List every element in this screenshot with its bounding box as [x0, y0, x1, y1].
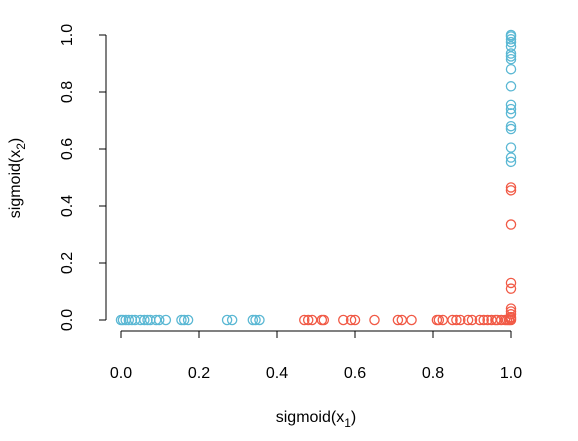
data-point-s1-8: [369, 314, 380, 326]
data-point-s1-6: [345, 314, 357, 326]
data-point-s1-40: [505, 182, 517, 193]
data-point-s1-18: [462, 314, 474, 326]
data-point-s1-20: [474, 314, 486, 326]
data-point-s1-34: [505, 306, 517, 317]
data-point-s1-36: [505, 283, 517, 294]
y-tick-label-3: 0.6: [59, 138, 76, 160]
data-point-s0-33: [505, 108, 517, 119]
data-point-s0-3: [123, 314, 135, 326]
x-tick-label-3: 0.6: [344, 365, 366, 382]
x-axis-label: sigmoid(x1): [276, 409, 356, 430]
data-point-s0-32: [505, 103, 517, 115]
y-axis-label-subscript: 2: [14, 143, 28, 150]
data-point-s0-14: [178, 314, 190, 326]
data-point-s1-16: [451, 314, 462, 326]
points-layer: [115, 29, 517, 326]
data-point-s0-25: [505, 41, 517, 52]
data-point-s1-17: [455, 314, 466, 326]
x-axis-label-subscript: 1: [344, 416, 351, 430]
data-point-s1-7: [349, 314, 361, 326]
data-point-s1-38: [505, 219, 517, 230]
data-point-s0-24: [505, 36, 517, 48]
data-point-s1-39: [505, 185, 517, 196]
x-tick-label-1: 0.2: [188, 365, 210, 382]
data-point-s0-23: [505, 34, 517, 45]
data-point-s1-4: [318, 314, 330, 326]
data-point-s1-11: [406, 314, 417, 326]
x-axis-label-main: sigmoid(x: [276, 409, 344, 426]
data-point-s0-13: [176, 314, 187, 326]
data-point-s0-29: [505, 63, 517, 75]
data-point-s0-20: [254, 314, 265, 326]
data-point-s0-18: [247, 314, 259, 326]
data-point-s0-16: [221, 314, 233, 326]
x-tick-label-4: 0.8: [422, 365, 444, 382]
data-point-s0-34: [505, 120, 517, 132]
data-point-s1-35: [505, 303, 517, 314]
y-axis-label-suffix: ): [7, 138, 24, 143]
data-point-s0-28: [505, 53, 517, 65]
data-point-s0-35: [505, 123, 517, 135]
x-tick-label-0: 0.0: [110, 365, 132, 382]
data-point-s0-38: [505, 156, 517, 168]
data-point-s0-30: [505, 81, 517, 92]
data-point-s0-15: [182, 314, 194, 326]
data-point-s1-21: [478, 314, 489, 326]
data-point-s0-19: [250, 314, 261, 326]
x-tick-label-5: 1.0: [500, 365, 522, 382]
data-point-s1-32: [505, 311, 517, 323]
data-point-s0-22: [505, 31, 517, 42]
data-point-s1-5: [338, 314, 349, 326]
data-point-s1-15: [447, 314, 458, 326]
data-point-s1-19: [466, 314, 478, 326]
y-axis-label: sigmoid(x2): [7, 138, 28, 218]
x-axis-label-suffix: ): [351, 409, 356, 426]
data-point-s1-0: [299, 314, 310, 326]
data-point-s0-11: [153, 314, 165, 326]
y-tick-label-2: 0.4: [59, 195, 76, 217]
data-point-s0-36: [505, 142, 517, 153]
data-point-s1-1: [302, 314, 314, 326]
y-tick-label-0: 0.0: [59, 309, 76, 331]
x-axis: 0.0 0.2 0.4 0.6 0.8 1.0: [110, 330, 522, 382]
data-point-s1-37: [505, 277, 517, 289]
data-point-s0-37: [505, 152, 517, 163]
data-point-s0-17: [226, 314, 238, 326]
data-point-s0-7: [139, 314, 150, 326]
data-point-s1-9: [392, 314, 404, 326]
data-point-s0-27: [505, 51, 517, 62]
x-tick-label-2: 0.4: [266, 365, 288, 382]
y-tick-label-4: 0.8: [59, 81, 76, 103]
data-point-s1-33: [505, 309, 517, 320]
y-axis-label-main: sigmoid(x: [7, 150, 24, 218]
data-point-s0-12: [160, 314, 172, 326]
y-tick-label-1: 0.2: [59, 252, 76, 274]
data-point-s1-13: [433, 314, 445, 326]
y-tick-label-5: 1.0: [59, 24, 76, 46]
y-axis: 0.0 0.2 0.4 0.6 0.8 1.0: [59, 24, 107, 331]
data-point-s0-26: [505, 48, 517, 59]
